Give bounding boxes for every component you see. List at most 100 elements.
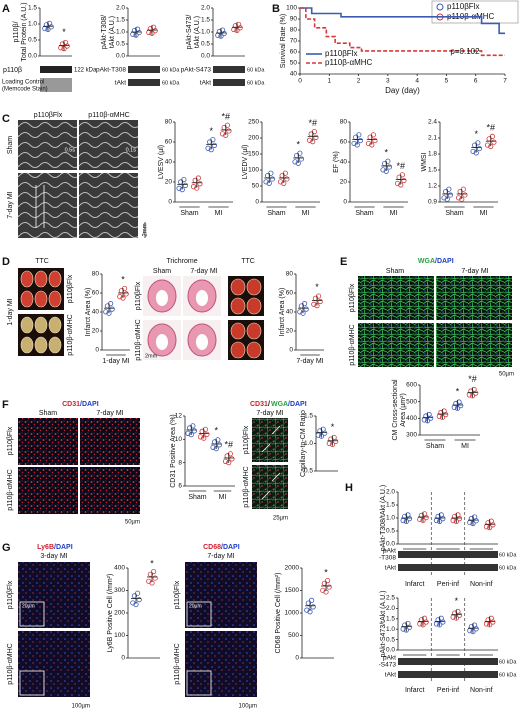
- dot: [64, 43, 70, 49]
- y-tick-label: 60: [340, 139, 348, 146]
- dot: [277, 179, 284, 185]
- tissue-slice: [20, 270, 34, 288]
- y-tick-label: 1.5: [28, 5, 37, 12]
- dot: [406, 516, 413, 522]
- y-tick-label: 60: [165, 139, 173, 146]
- column-label: p110β-αMHC: [88, 112, 129, 119]
- dot: [453, 400, 459, 407]
- dot: [418, 617, 424, 623]
- dot: [131, 593, 137, 599]
- x-tick-label: Non-inf: [470, 687, 493, 694]
- dot: [103, 309, 109, 315]
- dot: [455, 195, 462, 201]
- dot: [476, 145, 483, 152]
- x-tick-label: Sham: [188, 494, 206, 501]
- dot: [484, 142, 491, 148]
- y-tick-label: 300: [114, 587, 125, 594]
- heart-lumen: [196, 290, 208, 306]
- inset: [186, 670, 212, 696]
- column-label: 7-day MI: [461, 268, 488, 275]
- dot: [489, 133, 495, 139]
- y-tick-label: 6: [178, 483, 182, 490]
- scale-label: 20µm: [22, 603, 35, 609]
- significance: *#: [486, 123, 495, 133]
- y-tick-label: 100: [286, 5, 297, 12]
- x-tick-label: Infarct: [405, 687, 425, 694]
- y-tick-label: 2.0: [116, 5, 125, 12]
- dot: [333, 438, 339, 445]
- dot: [428, 415, 434, 421]
- cd31-wga-image: [252, 465, 288, 509]
- dot: [292, 159, 298, 165]
- dot: [440, 619, 446, 625]
- scale-label: 20µm: [189, 603, 202, 609]
- axis-label: pAkt-S473/: [186, 15, 193, 50]
- dot: [136, 597, 142, 603]
- panel-letter: D: [2, 256, 10, 268]
- echo-image: [18, 173, 77, 238]
- dot: [468, 388, 474, 394]
- dot: [176, 185, 182, 191]
- tissue-slice: [246, 278, 262, 296]
- cd31-wga-image: [252, 418, 288, 462]
- dot: [151, 568, 157, 575]
- dot: [197, 181, 203, 187]
- dot: [485, 617, 491, 623]
- annotation: p=0.102: [450, 47, 480, 56]
- dot: [263, 179, 269, 185]
- dot: [370, 132, 376, 138]
- y-tick-label: 1.0: [304, 440, 313, 447]
- arrow: [261, 490, 271, 500]
- blot-label: 60 kDa: [499, 659, 517, 665]
- tissue-slice: [20, 336, 34, 354]
- stain-label: WGA: [271, 401, 288, 408]
- panel-letter: B: [272, 3, 280, 15]
- axis-label: pAkt-T308/: [101, 15, 108, 49]
- blot: [398, 564, 498, 571]
- stain-label: WGA: [418, 258, 435, 265]
- y-tick-label: 0.5: [386, 528, 395, 535]
- scale-label: 2mm: [143, 223, 149, 236]
- dot: [423, 514, 429, 521]
- stain-label: CD68: [203, 544, 221, 551]
- dot: [226, 128, 232, 134]
- heart-lumen: [196, 334, 208, 350]
- x-tick-label: 4: [415, 78, 419, 85]
- wga-image: [436, 323, 512, 367]
- dot: [224, 122, 230, 128]
- column-label: TTC: [35, 258, 49, 265]
- dot: [229, 456, 235, 462]
- blot-label: (Memcode Stain): [2, 87, 48, 93]
- x-tick-label: Sham: [355, 210, 373, 217]
- arrow: [271, 425, 281, 435]
- cd31-image: [80, 467, 140, 514]
- row-label: p110βFlx: [67, 274, 74, 303]
- scale-label: 100µm: [72, 704, 90, 710]
- heart-lumen: [156, 334, 168, 350]
- tissue-slice: [34, 316, 48, 334]
- blot: [128, 66, 160, 73]
- x-tick-label: Sham: [180, 210, 198, 217]
- blot-label: 60 kDa: [162, 67, 180, 73]
- dot: [297, 309, 303, 315]
- axis-label: Area (µm²): [400, 393, 407, 427]
- dot: [268, 170, 274, 176]
- y-tick-label: 12: [175, 413, 183, 420]
- x-tick-label: 3: [386, 78, 390, 85]
- scale-label: 100µm: [239, 704, 257, 710]
- dot: [297, 150, 303, 156]
- x-tick-label: 5: [445, 78, 449, 85]
- stain-label: /DAPI: [221, 544, 240, 551]
- significance: *: [455, 596, 459, 606]
- scale-label: 50µm: [125, 520, 140, 526]
- row-label: p110β-αMHC: [67, 314, 74, 355]
- dot: [210, 137, 216, 143]
- row-label: 1-day MI: [7, 298, 14, 325]
- significance: *#: [221, 111, 230, 121]
- stain-label: /DAPI: [80, 401, 99, 408]
- blot-label: 60 kDa: [499, 552, 517, 558]
- significance: *: [331, 422, 335, 432]
- y-tick-label: 40: [340, 159, 348, 166]
- tissue-slice: [34, 336, 48, 354]
- dot: [460, 186, 466, 192]
